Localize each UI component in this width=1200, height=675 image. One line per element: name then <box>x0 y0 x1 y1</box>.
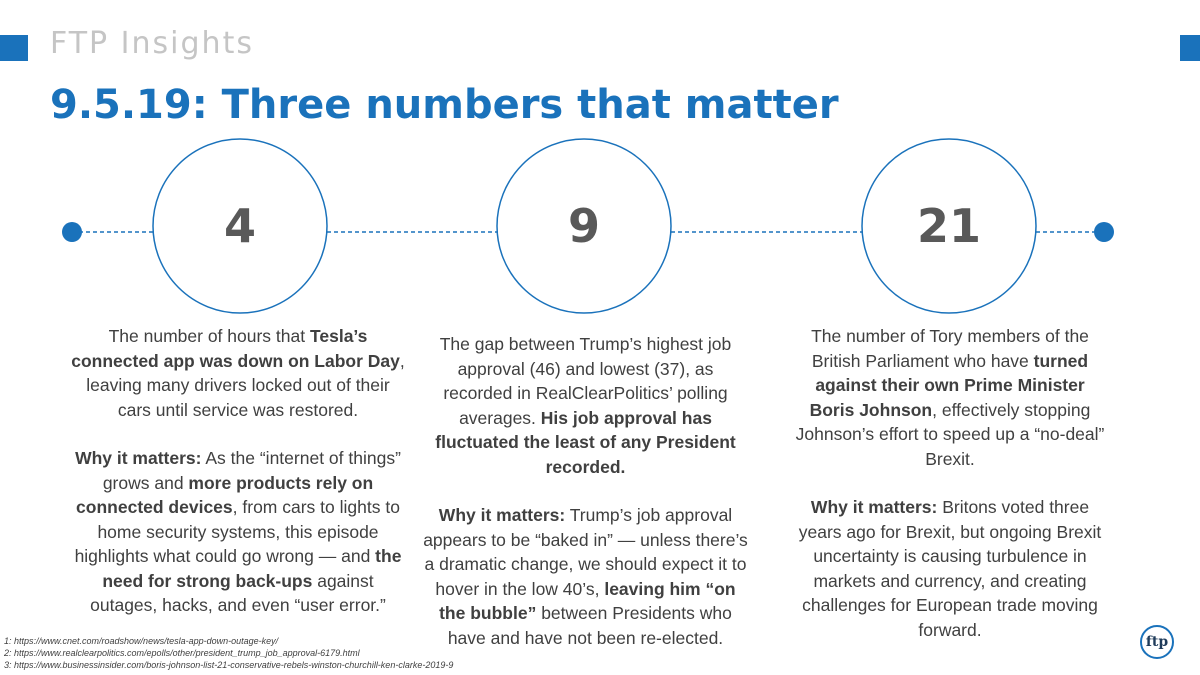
bold-text-segment: Why it matters: <box>438 505 566 525</box>
bold-text-segment: Why it matters: <box>75 448 202 468</box>
bold-text-segment: Tesla’s connected app was down on Labor … <box>71 326 400 371</box>
timeline-endpoint-left <box>62 222 82 242</box>
text-segment: Trump’s job approval appears to be “bake… <box>423 505 748 599</box>
brand-label: FTP Insights <box>50 26 254 61</box>
bold-text-segment: more products rely on connected devices <box>76 472 374 518</box>
text-segment: against outages, hacks, and even “user e… <box>90 570 386 616</box>
number-circle-1 <box>152 138 328 314</box>
column-2: The gap between Trump’s highest job appr… <box>423 332 748 650</box>
text-segment: The gap between Trump’s highest job appr… <box>439 334 732 428</box>
description-3: The number of Tory members of the Britis… <box>795 324 1105 471</box>
text-segment: between Presidents who have and have not… <box>447 603 732 648</box>
text-segment: As the “internet of things” grows and <box>102 448 401 493</box>
why-it-matters-3: Why it matters: Britons voted three year… <box>795 495 1105 642</box>
bold-text-segment: the need for strong back-ups <box>102 546 402 591</box>
accent-bar-left <box>0 35 28 61</box>
column-1: The number of hours that Tesla’s connect… <box>68 324 408 618</box>
number-circle-3 <box>861 138 1037 314</box>
bold-text-segment: turned against their own Prime Minister … <box>809 350 1089 420</box>
text-segment: , effectively stopping Johnson’s effort … <box>795 399 1105 469</box>
text-segment: The number of Tory members of the Britis… <box>811 326 1089 371</box>
text-segment: Britons voted three years ago for Brexit… <box>798 497 1102 640</box>
key-number-1: 4 <box>223 199 256 253</box>
bold-text-segment: His job approval has fluctuated the leas… <box>435 407 736 477</box>
timeline-graphic <box>62 138 1114 314</box>
column-3: The number of Tory members of the Britis… <box>795 324 1105 642</box>
why-it-matters-1: Why it matters: As the “internet of thin… <box>68 446 408 618</box>
key-number-3: 21 <box>916 199 981 253</box>
ftp-logo: ftp <box>1140 625 1174 659</box>
page-title: 9.5.19: Three numbers that matter <box>50 82 839 128</box>
description-2: The gap between Trump’s highest job appr… <box>423 332 748 479</box>
text-segment: The number of hours that <box>108 326 310 346</box>
bold-text-segment: Why it matters: <box>810 497 938 517</box>
timeline-endpoint-right <box>1094 222 1114 242</box>
bold-text-segment: leaving him “on the bubble” <box>439 578 736 624</box>
text-segment: , leaving many drivers locked out of the… <box>86 350 405 420</box>
number-circle-2 <box>496 138 672 314</box>
footnote-2[interactable]: 2: https://www.realclearpolitics.com/epo… <box>4 648 360 658</box>
text-segment: , from cars to lights to home security s… <box>74 497 400 566</box>
accent-bar-right <box>1180 35 1200 61</box>
why-it-matters-2: Why it matters: Trump’s job approval app… <box>423 503 748 650</box>
footnote-1[interactable]: 1: https://www.cnet.com/roadshow/news/te… <box>4 636 279 646</box>
footnote-3[interactable]: 3: https://www.businessinsider.com/boris… <box>4 660 454 670</box>
description-1: The number of hours that Tesla’s connect… <box>68 324 408 422</box>
key-number-2: 9 <box>567 199 600 253</box>
ftp-logo-text: ftp <box>1145 634 1169 650</box>
